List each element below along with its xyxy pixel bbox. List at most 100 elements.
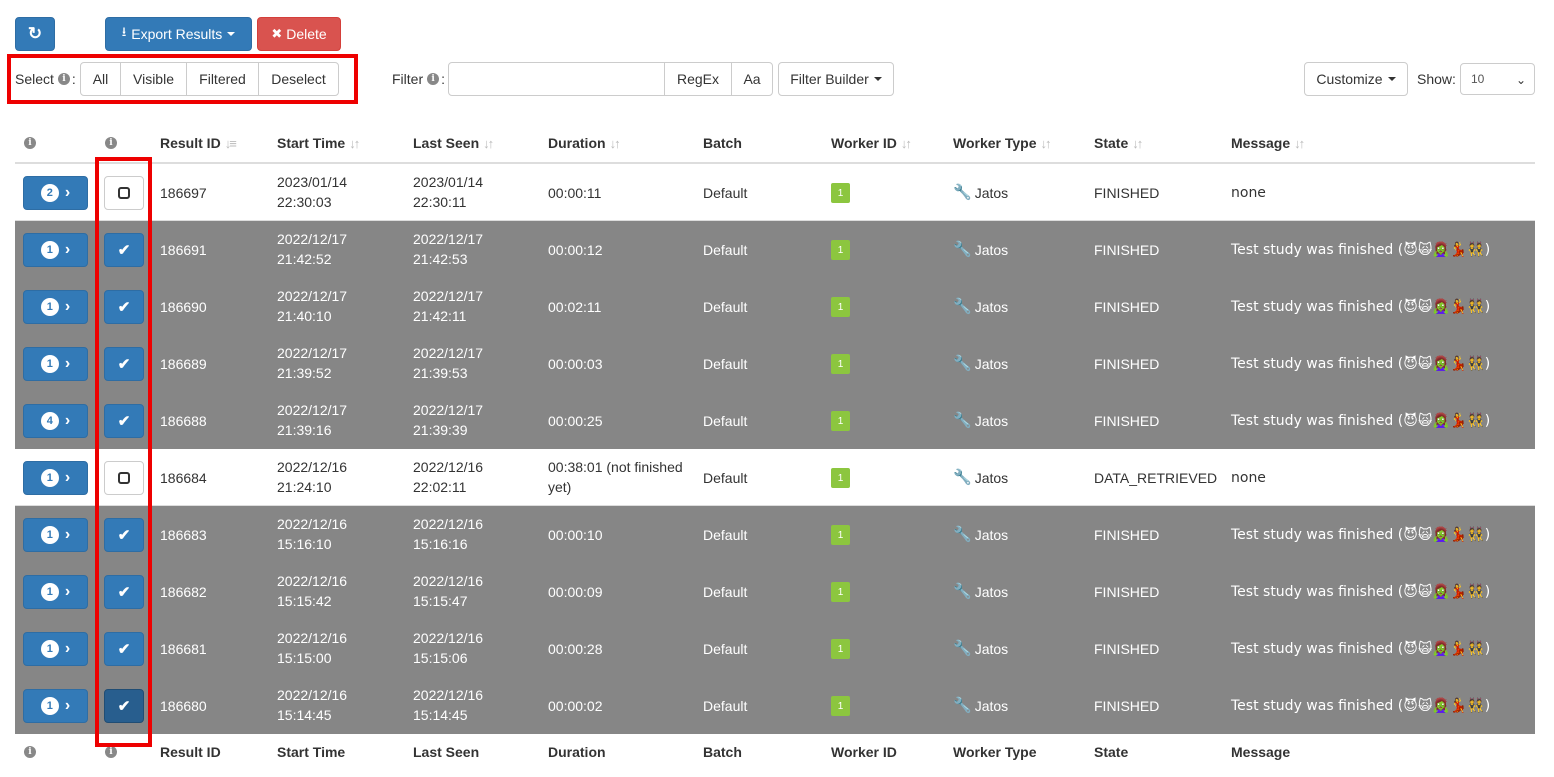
table-row: 1 › 186684 2022/12/16 21:24:10 2022/12/16 22:0… [15,449,1535,506]
last-clock: 21:39:53 [413,365,468,381]
last-clock: 21:42:53 [413,251,468,267]
message: Test study was finished (😈🙀🧟‍♀️💃👯) [1231,298,1491,315]
filter-input[interactable] [448,62,665,96]
row-select-checkbox[interactable]: ✔ [104,689,144,723]
header-worker-id[interactable]: Worker ID ↓↑ [831,133,912,153]
highlight-box-select [7,54,358,104]
worker-id-badge[interactable]: 1 [831,354,850,374]
state: FINISHED [1094,241,1160,258]
expand-row-button[interactable]: 1 › [23,461,88,495]
export-results-button[interactable]: ⭳ Export Results [105,17,252,51]
row-select-checkbox[interactable]: ✔ [104,632,144,666]
expand-row-button[interactable]: 1 › [23,290,88,324]
result-id: 186690 [160,298,207,315]
customize-label: Customize [1316,71,1383,87]
last-clock: 22:30:11 [413,194,467,210]
row-select-checkbox[interactable]: ✔ [104,404,144,438]
start-date: 2022/12/17 [277,345,348,361]
header-result-id[interactable]: Result ID ↓≡ [160,133,237,153]
duration: 00:00:11 [548,184,602,201]
highlight-box-checkbox-column [95,157,152,747]
deselect-button[interactable]: Deselect [258,62,339,96]
row-select-checkbox[interactable] [104,461,144,495]
last-clock: 21:42:11 [413,308,467,324]
worker-id-badge[interactable]: 1 [831,639,850,659]
worker-id-badge[interactable]: 1 [831,240,850,260]
info-icon: i [105,746,117,758]
worker-id-badge[interactable]: 1 [831,582,850,602]
filter-builder-button[interactable]: Filter Builder [778,62,894,96]
header-label: State [1094,135,1129,151]
chevron-right-icon: › [64,412,71,429]
expand-row-button[interactable]: 1 › [23,233,88,267]
row-select-checkbox[interactable]: ✔ [104,347,144,381]
result-count-badge: 2 [40,184,59,202]
batch: Default [703,583,748,600]
worker-id-badge[interactable]: 1 [831,468,850,488]
worker-id-badge[interactable]: 1 [831,297,850,317]
expand-row-button[interactable]: 1 › [23,689,88,723]
expand-row-button[interactable]: 2 › [23,176,88,210]
case-sensitive-toggle[interactable]: Aa [731,62,773,96]
start-time: 2022/12/17 21:40:10 [277,286,347,326]
duration: 00:00:12 [548,241,603,258]
worker-id-badge[interactable]: 1 [831,183,850,203]
delete-button[interactable]: ✖ Delete [257,17,341,51]
last-seen: 2022/12/17 21:42:53 [413,229,483,269]
header-state[interactable]: State ↓↑ [1094,133,1143,153]
header-start-time[interactable]: Start Time ↓↑ [277,133,360,153]
header-label: Start Time [277,135,346,151]
expand-row-button[interactable]: 1 › [23,518,88,552]
wrench-icon: 🔧 [953,354,972,372]
start-time: 2022/12/16 15:16:10 [277,514,347,554]
batch: Default [703,412,748,429]
header-last-seen[interactable]: Last Seen ↓↑ [413,133,494,153]
result-id: 186681 [160,640,207,657]
filter-label-group: Filter i: [392,71,446,87]
footer-state: State [1094,744,1129,760]
refresh-button[interactable]: ↻ [15,17,55,51]
chevron-right-icon: › [64,241,71,258]
worker-type-label: Jatos [974,298,1009,315]
message: Test study was finished (😈🙀🧟‍♀️💃👯) [1231,526,1491,543]
expand-row-button[interactable]: 1 › [23,575,88,609]
start-time: 2023/01/14 22:30:03 [277,172,347,212]
select-all-button[interactable]: All [80,62,121,96]
state: FINISHED [1094,412,1160,429]
header-worker-type[interactable]: Worker Type ↓↑ [953,133,1052,153]
row-select-checkbox[interactable]: ✔ [104,575,144,609]
header-duration[interactable]: Duration ↓↑ [548,133,621,153]
row-select-checkbox[interactable]: ✔ [104,233,144,267]
regex-toggle[interactable]: RegEx [664,62,732,96]
start-clock: 15:14:45 [277,707,332,723]
expand-row-button[interactable]: 1 › [23,347,88,381]
worker-id-badge[interactable]: 1 [831,411,850,431]
row-select-checkbox[interactable] [104,176,144,210]
header-message[interactable]: Message ↓↑ [1231,133,1305,153]
expand-row-button[interactable]: 1 › [23,632,88,666]
start-clock: 21:42:52 [277,251,332,267]
customize-button[interactable]: Customize [1304,62,1408,96]
batch: Default [703,241,748,258]
start-clock: 21:40:10 [277,308,332,324]
select-filtered-button[interactable]: Filtered [186,62,259,96]
start-date: 2022/12/17 [277,402,348,418]
worker-id-badge[interactable]: 1 [831,696,850,716]
last-date: 2022/12/16 [413,516,484,532]
duration: 00:38:01 (not finished yet) [548,457,683,497]
last-clock: 15:14:45 [413,707,468,723]
row-select-checkbox[interactable]: ✔ [104,290,144,324]
message: none [1231,469,1266,486]
last-seen: 2022/12/16 22:02:11 [413,457,483,497]
worker-id-badge[interactable]: 1 [831,525,850,545]
start-date: 2022/12/16 [277,516,348,532]
start-date: 2023/01/14 [277,174,348,190]
page-size-select[interactable]: 10 ⌄ [1460,63,1535,95]
chevron-right-icon: › [64,469,71,486]
checkmark-icon: ✔ [117,413,131,430]
message: Test study was finished (😈🙀🧟‍♀️💃👯) [1231,241,1491,258]
state: FINISHED [1094,697,1160,714]
row-select-checkbox[interactable]: ✔ [104,518,144,552]
result-id: 186684 [160,469,207,486]
expand-row-button[interactable]: 4 › [23,404,88,438]
